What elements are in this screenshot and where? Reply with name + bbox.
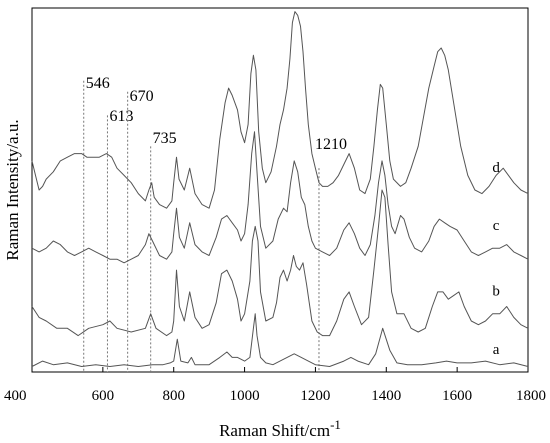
annotation-label-546: 546 (86, 75, 110, 92)
x-axis-ticks: 400 600 800 1000 1200 1400 1600 1800 (4, 367, 546, 404)
x-tick-label: 800 (162, 388, 185, 404)
annotation-label-735: 735 (153, 130, 177, 147)
series-line-d (31, 11, 529, 209)
series-layer: a b c d (31, 11, 529, 367)
plot-frame (31, 7, 529, 373)
x-tick-label: 1000 (230, 388, 260, 404)
x-axis-label-superscript: -1 (330, 417, 341, 432)
series-line-c (31, 131, 529, 264)
annotation-label-1210: 1210 (315, 136, 347, 153)
y-axis-label: Raman Intensity/a.u. (3, 119, 22, 260)
x-tick-label: 1200 (300, 388, 330, 404)
annotation-layer: 546 613 670 735 1210 (83, 75, 347, 372)
x-tick-label: 600 (92, 388, 115, 404)
series-label-d: d (492, 160, 500, 176)
annotation-label-670: 670 (130, 88, 154, 105)
x-tick-label: 1600 (442, 388, 472, 404)
annotation-label-613: 613 (109, 108, 133, 125)
series-label-b: b (492, 284, 500, 300)
series-line-b (31, 189, 529, 337)
series-label-a: a (493, 342, 500, 358)
x-axis-label: Raman Shift/cm-1 (219, 417, 341, 440)
x-tick-label: 400 (4, 388, 27, 404)
x-axis-label-main: Raman Shift/cm (219, 421, 330, 440)
series-line-a (31, 313, 529, 367)
series-label-c: c (493, 218, 500, 234)
x-tick-label: 1800 (516, 388, 546, 404)
x-tick-label: 1400 (371, 388, 401, 404)
